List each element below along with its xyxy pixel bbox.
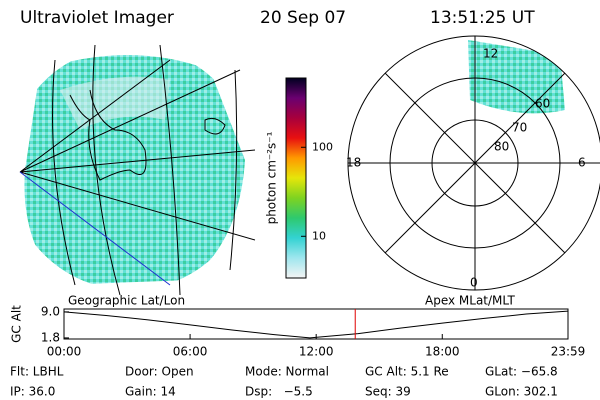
status-field: GLat: −65.8: [485, 365, 558, 379]
date: 20 Sep 07: [260, 8, 346, 28]
colorbar-tick-label: 100: [312, 140, 333, 153]
title: Ultraviolet Imager: [20, 8, 174, 28]
status-field: GLon: 302.1: [485, 385, 558, 399]
altitude-line: [63, 310, 569, 339]
status-field: Door: Open: [125, 365, 194, 379]
status-field: Gain: 14: [125, 385, 176, 399]
x-tick-label: 18:00: [425, 345, 460, 359]
status-field: GC Alt: 5.1 Re: [365, 365, 449, 379]
x-tick-label: 12:00: [299, 345, 334, 359]
mlt-label: 0: [470, 276, 478, 290]
colorbar-label: photon cm⁻²s⁻¹: [265, 131, 279, 224]
mlt-label: 6: [578, 156, 586, 170]
x-tick-label: 00:00: [47, 345, 82, 359]
polar-plot: 12 6 0 18 80 70 60: [346, 35, 600, 291]
mlt-label: 18: [346, 156, 361, 170]
y-tick-label: 9.0: [41, 304, 60, 318]
time: 13:51:25 UT: [430, 8, 535, 28]
x-tick-label: 06:00: [173, 345, 208, 359]
status-field: Mode: Normal: [245, 365, 329, 379]
x-tick-label: 23:59: [551, 345, 586, 359]
y-tick-label: 1.8: [41, 330, 60, 344]
colorbar: [285, 77, 307, 279]
mlat-label: 80: [494, 140, 509, 154]
y-axis-label: GC Alt: [10, 305, 24, 343]
status-field: Flt: LBHL: [10, 365, 64, 379]
map-image: [8, 44, 256, 296]
colorbar-tick-label: 10: [312, 229, 326, 242]
mlat-label: 70: [512, 121, 527, 135]
status-field: IP: 36.0: [10, 385, 55, 399]
mlt-label: 12: [483, 47, 498, 61]
polar-label: Apex MLat/MLT: [425, 294, 515, 308]
status-field: Dsp: −5.5: [245, 385, 313, 399]
mlat-label: 60: [535, 97, 550, 111]
status-field: Seq: 39: [365, 385, 411, 399]
map-label: Geographic Lat/Lon: [68, 294, 185, 308]
